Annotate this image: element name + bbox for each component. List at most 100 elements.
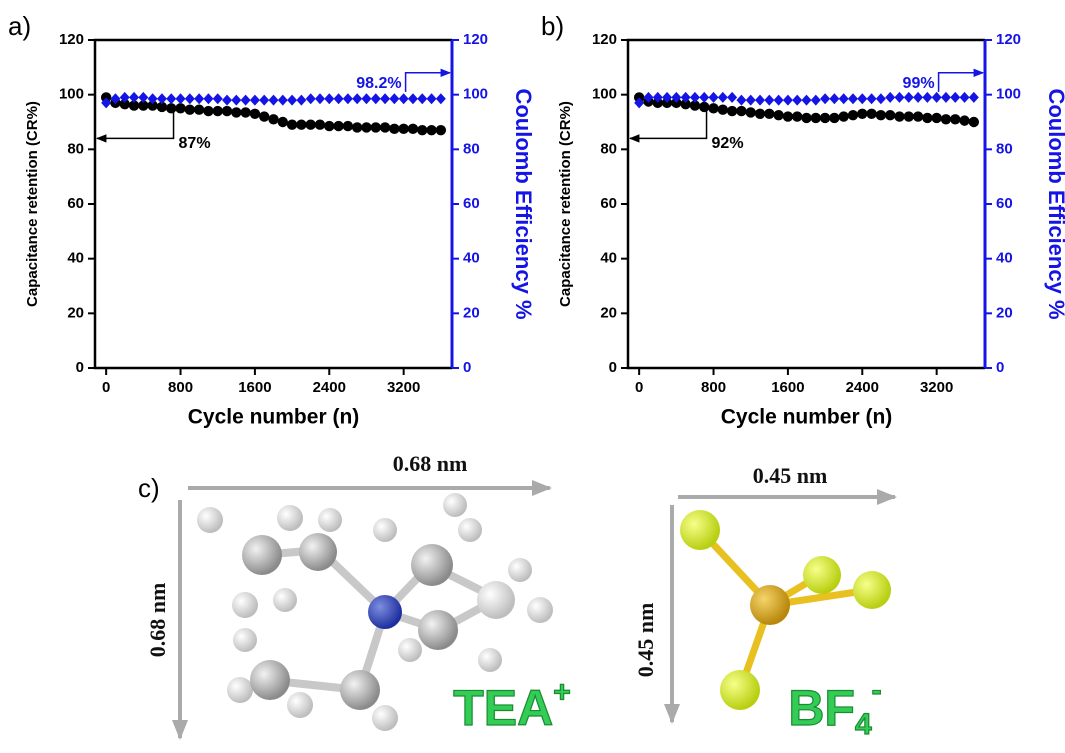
cr-point (875, 109, 887, 121)
cr-point (866, 108, 877, 120)
cr-point (351, 122, 363, 133)
ce-point (699, 91, 710, 103)
cr-point (156, 101, 168, 113)
y2-tick-label: 100 (463, 86, 488, 103)
ce-point (287, 94, 298, 106)
cr-point (717, 104, 729, 115)
ion-subscript: 4 (855, 708, 872, 741)
ce-point (671, 91, 682, 103)
ce-point (240, 94, 251, 106)
ce-point (717, 91, 728, 103)
ion-name: TEA (453, 680, 553, 736)
annotation-arrow (628, 108, 708, 143)
ion-charge: + (553, 676, 571, 709)
cr-point (417, 125, 428, 136)
ce-point (110, 93, 121, 105)
ce-point (866, 93, 877, 105)
cr-point (342, 120, 354, 132)
cr-point (801, 112, 812, 124)
y2-tick-label: 20 (463, 304, 480, 321)
x-tick-label: 2400 (313, 379, 346, 396)
ce-point (175, 93, 186, 105)
cr-point (379, 122, 391, 133)
ce-point (361, 93, 372, 105)
ce-point (838, 93, 849, 105)
y-tick-label: 60 (600, 195, 617, 212)
cr-point (203, 105, 214, 117)
ce-point (940, 91, 951, 103)
ce-point (426, 93, 437, 105)
cr-point (314, 119, 326, 130)
annotation: 92% (712, 135, 744, 152)
cr-point (884, 109, 896, 121)
ce-point (727, 91, 738, 103)
ce-point (352, 93, 363, 105)
y2-tick-label: 120 (996, 31, 1021, 48)
ce-point (324, 93, 335, 105)
y2-tick-label: 100 (996, 86, 1021, 103)
ce-point (773, 94, 784, 106)
y2-tick-label: 60 (463, 195, 480, 212)
cr-point (268, 114, 279, 125)
y2-tick-label: 80 (996, 140, 1013, 157)
ce-point (643, 91, 654, 103)
cr-point (259, 111, 270, 122)
ce-point (968, 91, 979, 103)
cr-point (333, 120, 344, 132)
y-tick-label: 40 (67, 250, 84, 267)
ce-point (801, 94, 812, 106)
x-axis-label: Cycle number (n) (721, 406, 893, 429)
ce-point (333, 93, 344, 105)
ce-point (296, 94, 307, 106)
ce-point (156, 93, 167, 105)
ce-point (913, 91, 924, 103)
cr-point (277, 116, 288, 128)
y-tick-label: 80 (600, 140, 617, 157)
atoms (197, 493, 553, 731)
ce-point (662, 91, 673, 103)
x-tick-label: 0 (102, 379, 110, 396)
ce-point (231, 94, 242, 106)
cr-point (745, 107, 756, 118)
ion-label: TEA+ (453, 676, 571, 736)
cr-point (894, 111, 905, 122)
cr-point (249, 108, 261, 120)
ce-point (305, 93, 316, 105)
cr-point (296, 119, 307, 130)
annotation: 98.2% (356, 75, 401, 92)
cr-point (240, 107, 251, 118)
cr-point (810, 112, 821, 124)
y2-tick-label: 120 (463, 31, 488, 48)
y2-tick-label: 0 (996, 359, 1004, 376)
x-tick-label: 1600 (771, 379, 804, 396)
ce-point (417, 93, 428, 105)
ce-point (380, 93, 391, 105)
y-tick-label: 40 (600, 250, 617, 267)
cr-point (361, 122, 372, 133)
cr-point (959, 115, 970, 126)
y-tick-label: 120 (59, 31, 84, 48)
ce-point (268, 94, 279, 106)
x-axis-label: Cycle number (n) (188, 406, 360, 429)
ce-point (407, 93, 418, 105)
ce-point (435, 93, 446, 105)
ion-charge: - (872, 674, 882, 707)
ce-point (894, 91, 905, 103)
dimension-label: 0.68 nm (393, 451, 468, 476)
x-tick-label: 3200 (920, 379, 953, 396)
dimension-label: 0.68 nm (145, 583, 170, 658)
ce-point (708, 91, 719, 103)
dimension-label: 0.45 nm (633, 603, 658, 678)
ce-point (398, 93, 409, 105)
dimension-label: 0.45 nm (753, 463, 828, 488)
cr-point (764, 108, 775, 120)
ce-point (277, 94, 288, 106)
y2-tick-label: 20 (996, 304, 1013, 321)
ce-point (101, 97, 112, 109)
ce-point (950, 91, 961, 103)
y-tick-label: 100 (592, 86, 617, 103)
cr-point (689, 100, 701, 111)
cr-point (175, 103, 186, 114)
ce-point (222, 94, 233, 106)
